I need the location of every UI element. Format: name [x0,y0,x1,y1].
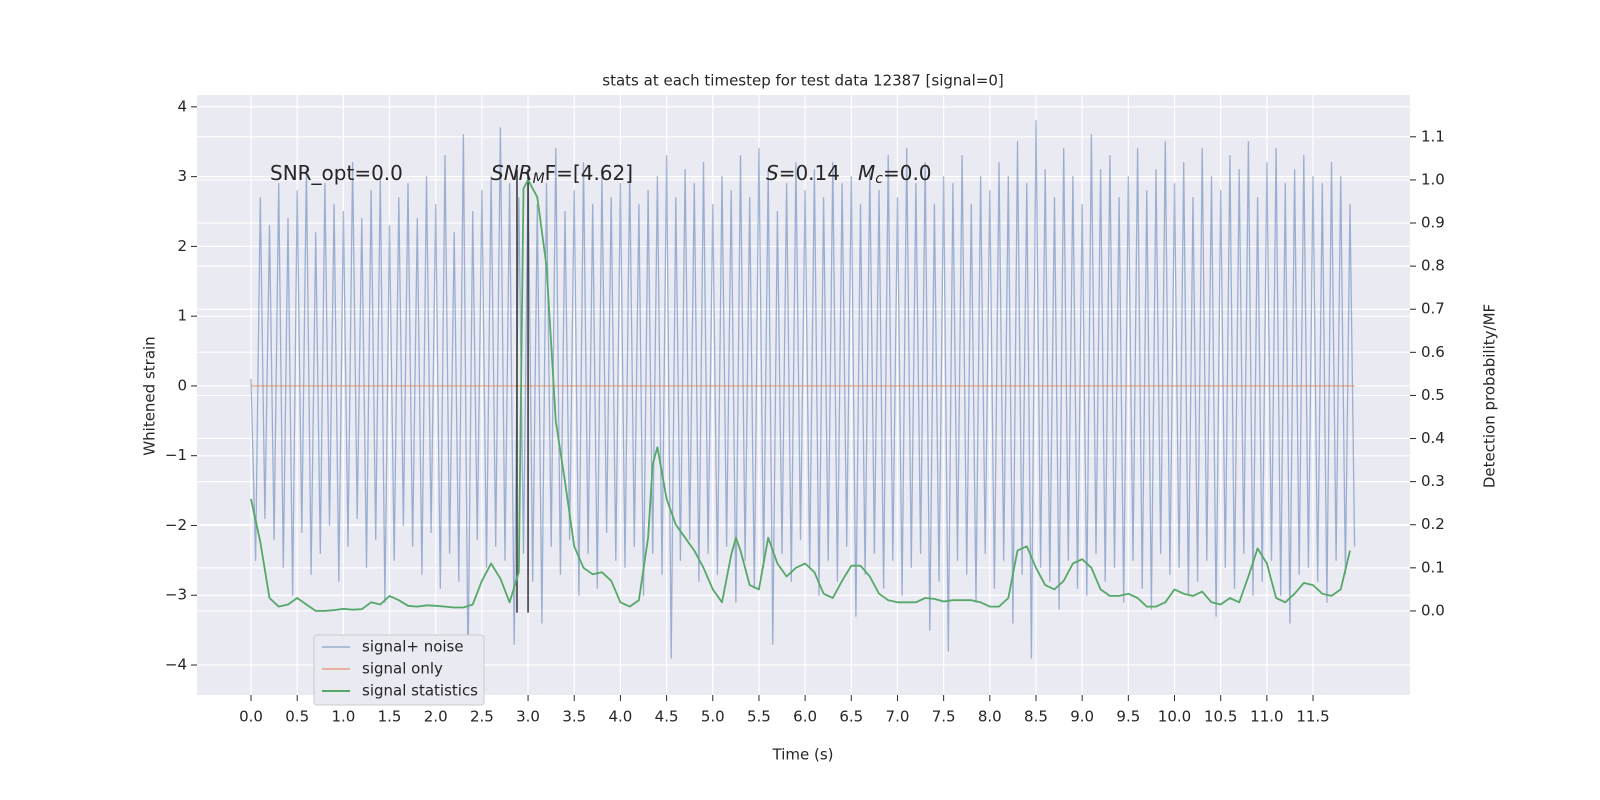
x-tick-label: 9.5 [1116,708,1140,726]
x-tick-label: 9.0 [1070,708,1094,726]
y2-axis-label: Detection probability/MF [1481,304,1499,488]
y-tick-label: 0 [177,376,187,394]
y-tick-label: −3 [165,586,187,604]
y2-tick-label: 0.4 [1421,429,1445,447]
y-tick-label: −4 [165,656,187,674]
x-tick-label: 8.5 [1024,708,1048,726]
annotation-text: =0.0 [883,161,932,185]
x-tick-label: 4.0 [608,708,632,726]
y-tick-label: 3 [177,167,187,185]
ticks: −4 −3 −2 −1 0 1 2 3 4 0.0 0.1 0.2 0.3 0.4 0.5 0.6 0.7 0.8… [165,97,1445,725]
annotation: Mc=0.0 [858,161,932,188]
annotation-symbol: M [858,161,875,185]
y2-tick-label: 0.5 [1421,386,1445,404]
annotation-symbol: SNR [491,161,533,185]
x-tick-label: 1.5 [378,708,402,726]
y-axis-label: Whitened strain [141,336,159,455]
legend: signal+ noise signal only signal statistic… [313,634,485,706]
annotation-text: =0.14 [779,161,840,185]
annotation-text: F=[4.62] [545,161,633,185]
x-tick-label: 6.5 [839,708,863,726]
series-line [250,120,1356,673]
legend-label: signal+ noise [362,638,464,656]
annotation-symbol: S [766,161,779,185]
annotation-subscript: M [533,171,545,187]
x-tick-label: 3.5 [562,708,586,726]
y2-tick-label: 0.1 [1421,558,1445,576]
x-tick-label: 10.5 [1204,708,1237,726]
x-tick-label: 0.5 [285,708,309,726]
annotation-text: SNR_opt=0.0 [270,161,403,185]
y2-tick-label: 0.9 [1421,214,1445,232]
x-tick-label: 5.5 [747,708,771,726]
x-tick-label: 7.0 [886,708,910,726]
y-tick-label: 2 [177,237,187,255]
annotation: SNR_opt=0.0 [270,161,403,185]
annotation: S=0.14 [766,161,840,185]
y2-tick-label: 0.0 [1421,601,1445,619]
annotation: SNRMF=[4.62] [491,161,633,188]
x-tick-label: 11.0 [1250,708,1283,726]
series-line [250,179,1351,612]
y2-tick-label: 1.0 [1421,170,1445,188]
legend-label: signal statistics [362,682,478,700]
y-tick-label: 4 [177,97,187,115]
x-tick-label: 11.5 [1296,708,1329,726]
legend-box [313,634,485,706]
y-tick-label: −1 [165,446,187,464]
x-tick-label: 8.0 [978,708,1002,726]
x-tick-label: 7.5 [932,708,956,726]
x-tick-label: 3.0 [516,708,540,726]
annotation-subscript: c [875,171,883,187]
x-tick-label: 5.0 [701,708,725,726]
y2-tick-label: 0.6 [1421,343,1445,361]
legend-label: signal only [362,660,443,678]
y2-tick-label: 0.8 [1421,257,1445,275]
x-tick-label: 0.0 [239,708,263,726]
chart-title: stats at each timestep for test data 123… [602,72,1003,90]
y2-tick-label: 0.2 [1421,515,1445,533]
x-tick-label: 4.5 [655,708,679,726]
x-tick-label: 10.0 [1158,708,1191,726]
y2-tick-label: 1.1 [1421,127,1445,145]
x-tick-label: 1.0 [331,708,355,726]
y2-tick-label: 0.7 [1421,300,1445,318]
y-tick-label: −2 [165,516,187,534]
y-tick-label: 1 [177,307,187,325]
grid [197,95,1410,695]
x-tick-label: 2.5 [470,708,494,726]
y2-tick-label: 0.3 [1421,472,1445,490]
x-tick-label: 2.0 [424,708,448,726]
x-axis-label: Time (s) [772,746,834,764]
x-tick-label: 6.0 [793,708,817,726]
